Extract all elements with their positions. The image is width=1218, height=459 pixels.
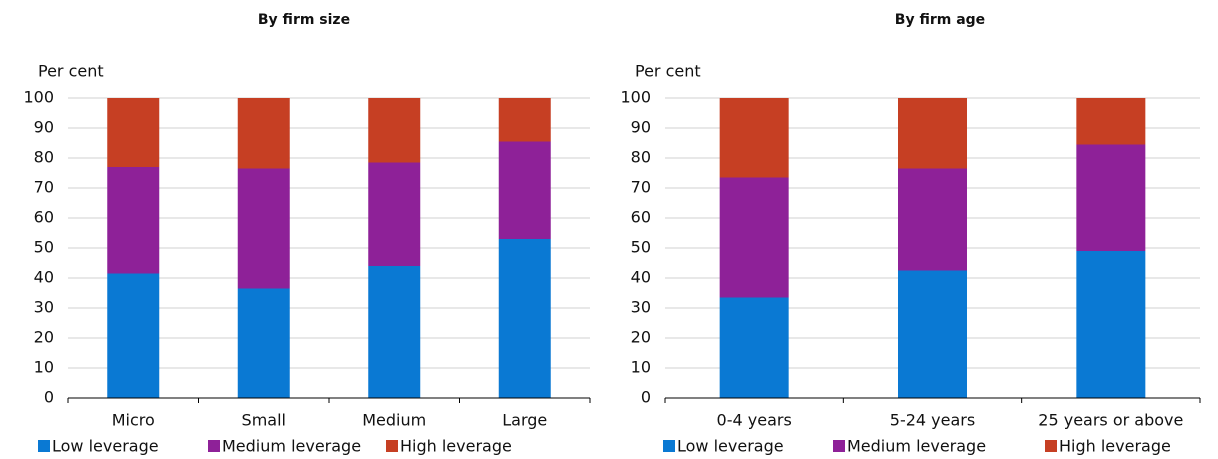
y-tick-label: 50 [631, 238, 651, 257]
y-tick-label: 0 [44, 388, 54, 407]
bar-segment [898, 168, 967, 271]
bar-segment [368, 162, 421, 266]
legend-swatch [833, 440, 845, 452]
y-tick-label: 10 [34, 358, 54, 377]
y-axis-label: Per cent [635, 62, 701, 81]
bar-segment [1076, 251, 1146, 398]
legend-swatch [1045, 440, 1057, 452]
x-tick-label: Micro [112, 411, 155, 430]
bar-segment [368, 266, 421, 398]
y-tick-label: 30 [34, 298, 54, 317]
legend-label: Medium leverage [222, 437, 361, 456]
legend-label: High leverage [400, 437, 512, 456]
bar-segment [107, 98, 160, 167]
bar-segment [719, 297, 789, 398]
bar-segment [1076, 144, 1146, 251]
bar-segment [498, 141, 551, 239]
x-tick-label: 5-24 years [890, 411, 975, 430]
legend-swatch [38, 440, 50, 452]
y-tick-label: 30 [631, 298, 651, 317]
bar-segment [107, 167, 160, 274]
y-tick-label: 70 [34, 178, 54, 197]
legend-label: High leverage [1059, 437, 1171, 456]
bar-segment [1076, 98, 1146, 145]
x-tick-label: Large [502, 411, 547, 430]
legend-swatch [386, 440, 398, 452]
y-tick-label: 60 [34, 208, 54, 227]
legend-swatch [663, 440, 675, 452]
y-tick-label: 10 [631, 358, 651, 377]
chart-title: By firm age [895, 12, 985, 28]
legend-label: Medium leverage [847, 437, 986, 456]
y-axis-label: Per cent [38, 62, 104, 81]
chart-title: By firm size [258, 12, 350, 28]
y-tick-label: 80 [34, 148, 54, 167]
y-tick-label: 50 [34, 238, 54, 257]
bar-segment [368, 98, 421, 163]
bar-segment [719, 98, 789, 178]
x-tick-label: Small [242, 411, 286, 430]
y-tick-label: 80 [631, 148, 651, 167]
bar-segment [898, 270, 967, 398]
bar-segment [898, 98, 967, 169]
y-tick-label: 90 [631, 118, 651, 137]
y-tick-label: 100 [23, 88, 54, 107]
y-tick-label: 40 [631, 268, 651, 287]
y-tick-label: 20 [34, 328, 54, 347]
x-tick-label: Medium [362, 411, 426, 430]
y-tick-label: 20 [631, 328, 651, 347]
bar-segment [237, 168, 290, 289]
bar-segment [237, 98, 290, 169]
y-tick-label: 100 [620, 88, 651, 107]
bar-segment [719, 177, 789, 298]
bar-segment [237, 288, 290, 398]
y-tick-label: 70 [631, 178, 651, 197]
bar-segment [498, 98, 551, 142]
y-tick-label: 90 [34, 118, 54, 137]
bar-segment [107, 273, 160, 398]
legend-label: Low leverage [52, 437, 159, 456]
x-tick-label: 25 years or above [1038, 411, 1183, 430]
y-tick-label: 60 [631, 208, 651, 227]
y-tick-label: 0 [641, 388, 651, 407]
legend-swatch [208, 440, 220, 452]
legend-label: Low leverage [677, 437, 784, 456]
x-tick-label: 0-4 years [717, 411, 792, 430]
bar-segment [498, 239, 551, 398]
y-tick-label: 40 [34, 268, 54, 287]
